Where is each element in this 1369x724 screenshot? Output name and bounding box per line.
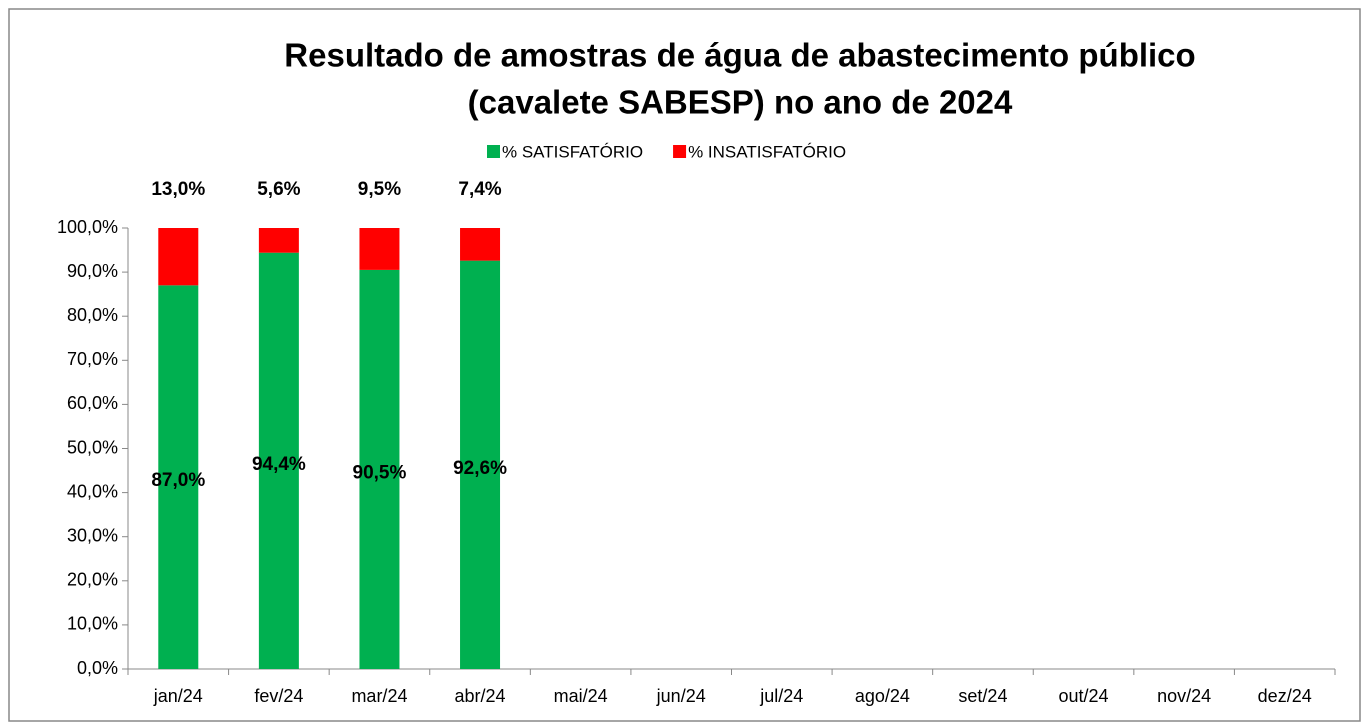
legend-label: % INSATISFATÓRIO — [688, 142, 846, 161]
x-tick-label: ago/24 — [855, 686, 910, 706]
y-tick-label: 100,0% — [57, 217, 118, 237]
chart-border — [8, 8, 1361, 722]
bar-segment — [158, 285, 199, 669]
bar-segment — [158, 228, 199, 286]
x-tick-label: set/24 — [958, 686, 1007, 706]
data-label: 5,6% — [257, 179, 300, 200]
y-tick-label: 30,0% — [67, 525, 118, 545]
y-tick-label: 20,0% — [67, 570, 118, 590]
y-tick-label: 80,0% — [67, 305, 118, 325]
legend-swatch — [487, 145, 500, 158]
chart-title: Resultado de amostras de água de abastec… — [284, 37, 1195, 74]
x-tick-label: jun/24 — [656, 686, 706, 706]
x-tick-label: fev/24 — [254, 686, 303, 706]
data-label: 87,0% — [151, 470, 205, 491]
data-label: 13,0% — [151, 179, 205, 200]
data-label: 9,5% — [358, 179, 401, 200]
data-label: 94,4% — [252, 454, 306, 475]
data-label: 90,5% — [353, 462, 407, 483]
bar-segment — [359, 228, 400, 270]
x-tick-label: mai/24 — [554, 686, 608, 706]
bar-segment — [460, 260, 501, 669]
bar-segment — [359, 269, 400, 669]
y-tick-label: 70,0% — [67, 349, 118, 369]
x-tick-label: out/24 — [1059, 686, 1109, 706]
data-label: 7,4% — [458, 179, 501, 200]
y-tick-label: 0,0% — [77, 658, 118, 678]
x-tick-label: dez/24 — [1258, 686, 1312, 706]
x-tick-label: mar/24 — [351, 686, 407, 706]
y-tick-label: 10,0% — [67, 614, 118, 634]
data-label: 92,6% — [453, 458, 507, 479]
x-tick-label: jan/24 — [153, 686, 203, 706]
x-tick-label: jul/24 — [759, 686, 803, 706]
legend-swatch — [673, 145, 687, 158]
legend-label: % SATISFATÓRIO — [502, 142, 643, 161]
chart-title: (cavalete SABESP) no ano de 2024 — [468, 84, 1013, 121]
x-tick-label: abr/24 — [455, 686, 506, 706]
bar-segment — [258, 252, 299, 670]
y-tick-label: 60,0% — [67, 393, 118, 413]
y-tick-label: 40,0% — [67, 481, 118, 501]
bar-segment — [258, 228, 299, 253]
bar-segment — [460, 228, 501, 261]
x-tick-label: nov/24 — [1157, 686, 1211, 706]
y-tick-label: 50,0% — [67, 437, 118, 457]
y-tick-label: 90,0% — [67, 261, 118, 281]
